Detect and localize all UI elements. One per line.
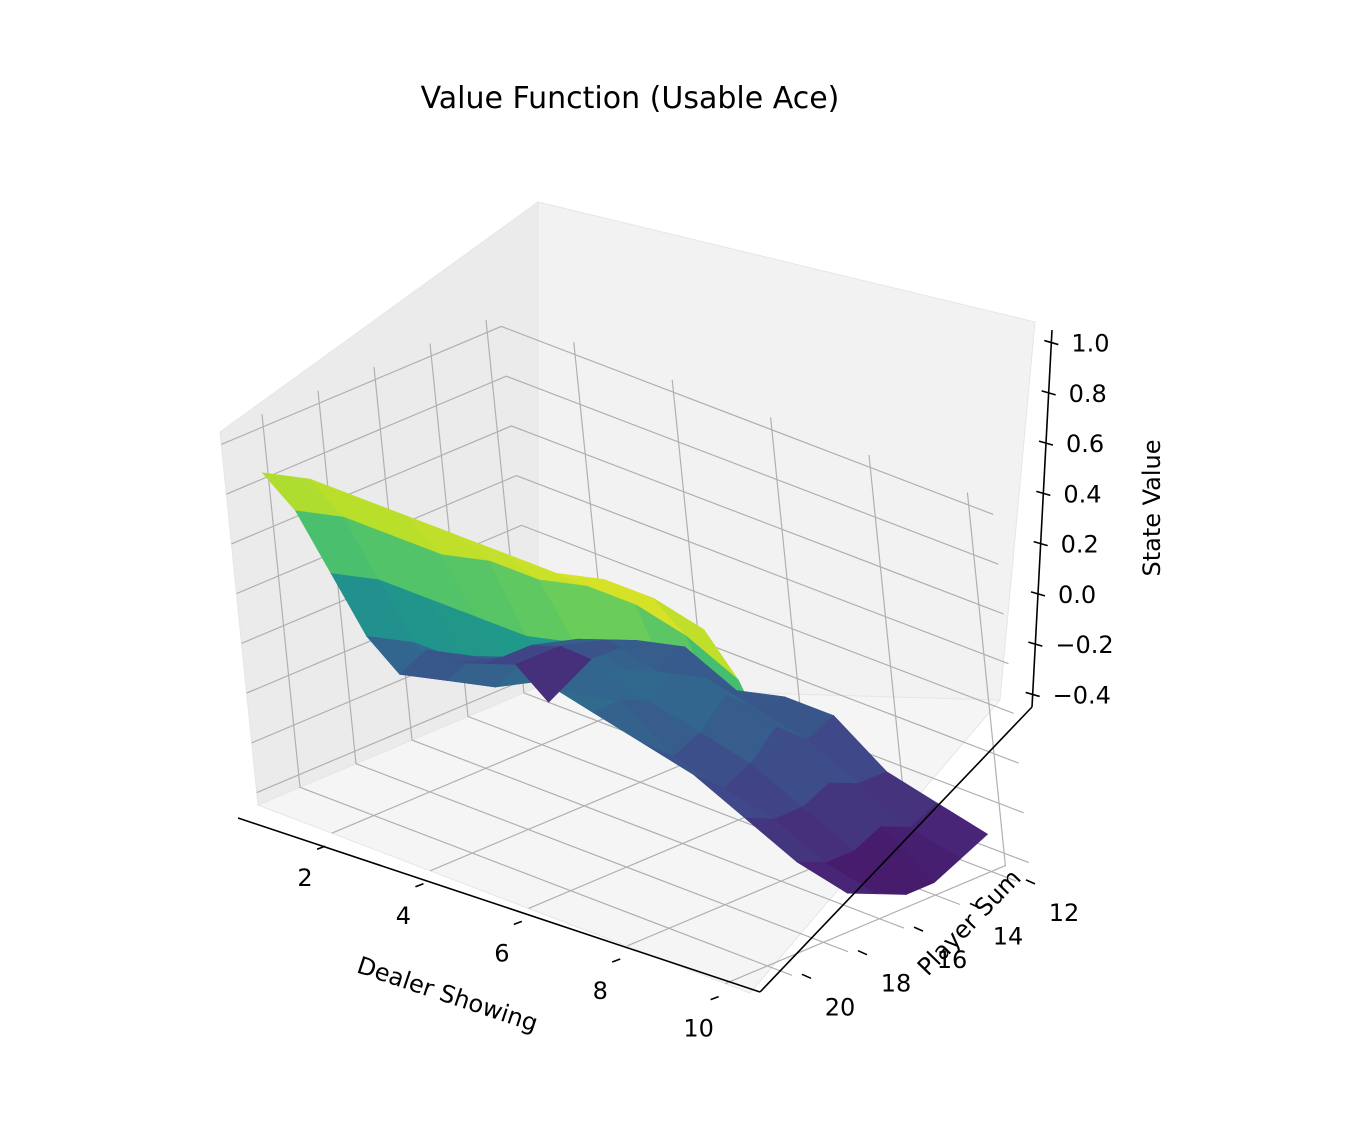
z-tick <box>1041 390 1056 396</box>
z-grid-line <box>226 375 999 565</box>
x-tick-label: 8 <box>593 977 608 1005</box>
y-tick <box>801 973 812 980</box>
x-tick <box>513 920 523 926</box>
y-tick-label: 16 <box>937 946 968 974</box>
y-grid-line <box>261 414 793 976</box>
x-tick-label: 4 <box>396 902 411 930</box>
x-axis-label: Dealer Showing <box>354 951 542 1037</box>
z-tick-label: 0.8 <box>1069 380 1107 408</box>
z-tick <box>1036 490 1051 497</box>
x-tick <box>611 958 621 963</box>
y-tick <box>857 949 868 956</box>
grid-lines <box>221 319 1029 985</box>
axis-ticks: 2 4 6 8 10 12 14 16 18 20 −0.4 −0.2 0.0 0.2 0.4 0.6 0.8 1… <box>297 330 1113 1043</box>
surface-patch <box>909 802 989 859</box>
y-tick-label: 18 <box>881 970 912 998</box>
y-tick <box>1025 879 1036 885</box>
x-tick-label: 2 <box>297 864 312 892</box>
z-tick <box>1033 540 1048 547</box>
z-tick-label: 0.0 <box>1058 581 1096 609</box>
z-grid-line <box>241 524 1014 714</box>
z-tick-label: 0.6 <box>1066 430 1104 458</box>
z-tick <box>1025 691 1040 698</box>
z-tick <box>1030 591 1046 597</box>
z-axis-label: State Value <box>1138 439 1166 576</box>
chart-title: Value Function (Usable Ace) <box>421 81 840 116</box>
x-tick <box>710 995 719 1001</box>
y-axis-line <box>759 706 1033 993</box>
z-tick <box>1028 641 1043 647</box>
z-tick-label: −0.4 <box>1053 681 1111 709</box>
x-tick <box>415 883 424 888</box>
surface <box>261 472 989 895</box>
y-tick-label: 20 <box>825 993 856 1021</box>
z-tick-label: 0.2 <box>1061 531 1099 559</box>
z-grid-line <box>221 325 994 515</box>
z-axis-line <box>1031 329 1053 708</box>
y-tick-label: 12 <box>1049 899 1080 927</box>
y-grid-line <box>373 367 905 929</box>
x-grid-line <box>725 492 1007 985</box>
z-tick-label: 1.0 <box>1071 330 1109 358</box>
x-tick-label: 6 <box>494 939 509 967</box>
z-tick-label: −0.2 <box>1055 631 1113 659</box>
y-tick-label: 14 <box>993 923 1024 951</box>
y-tick <box>969 902 980 909</box>
x-tick-label: 10 <box>683 1015 714 1043</box>
z-tick <box>1038 440 1054 446</box>
x-tick <box>316 845 326 850</box>
z-tick <box>1044 339 1059 346</box>
y-tick <box>913 926 924 932</box>
z-tick-label: 0.4 <box>1063 480 1101 508</box>
